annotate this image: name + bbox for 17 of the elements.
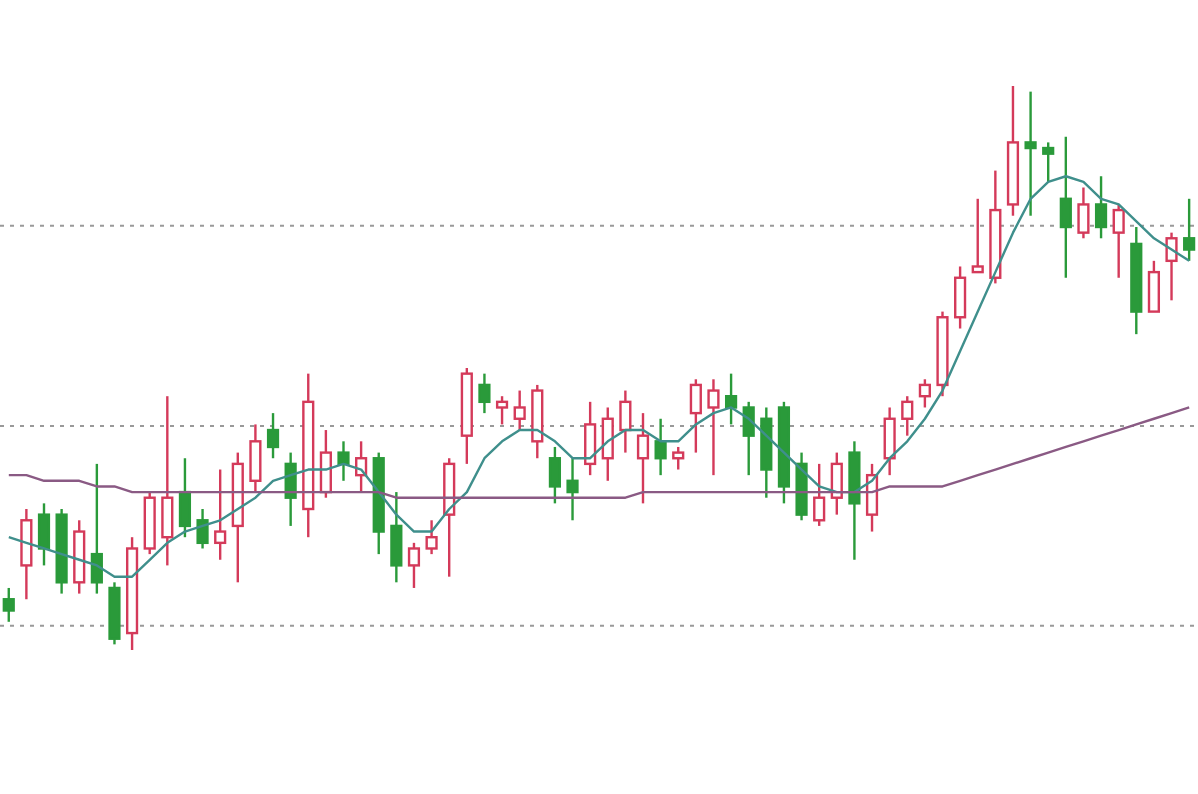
candlestick xyxy=(566,457,579,522)
candlestick xyxy=(619,389,632,454)
candlestick xyxy=(1059,135,1072,279)
candlestick xyxy=(513,389,526,432)
candlestick xyxy=(478,372,491,415)
candlestick xyxy=(20,507,33,601)
candlestick xyxy=(337,440,350,482)
candlestick xyxy=(249,423,262,494)
candlestick xyxy=(760,406,773,499)
candlestick xyxy=(636,411,650,505)
candlestick xyxy=(161,395,174,567)
candlestick xyxy=(848,440,861,561)
candlestick xyxy=(707,378,720,477)
candlestick xyxy=(390,490,403,584)
candlestick xyxy=(1024,90,1037,217)
candlestick xyxy=(883,406,896,477)
candlestick xyxy=(302,372,315,539)
